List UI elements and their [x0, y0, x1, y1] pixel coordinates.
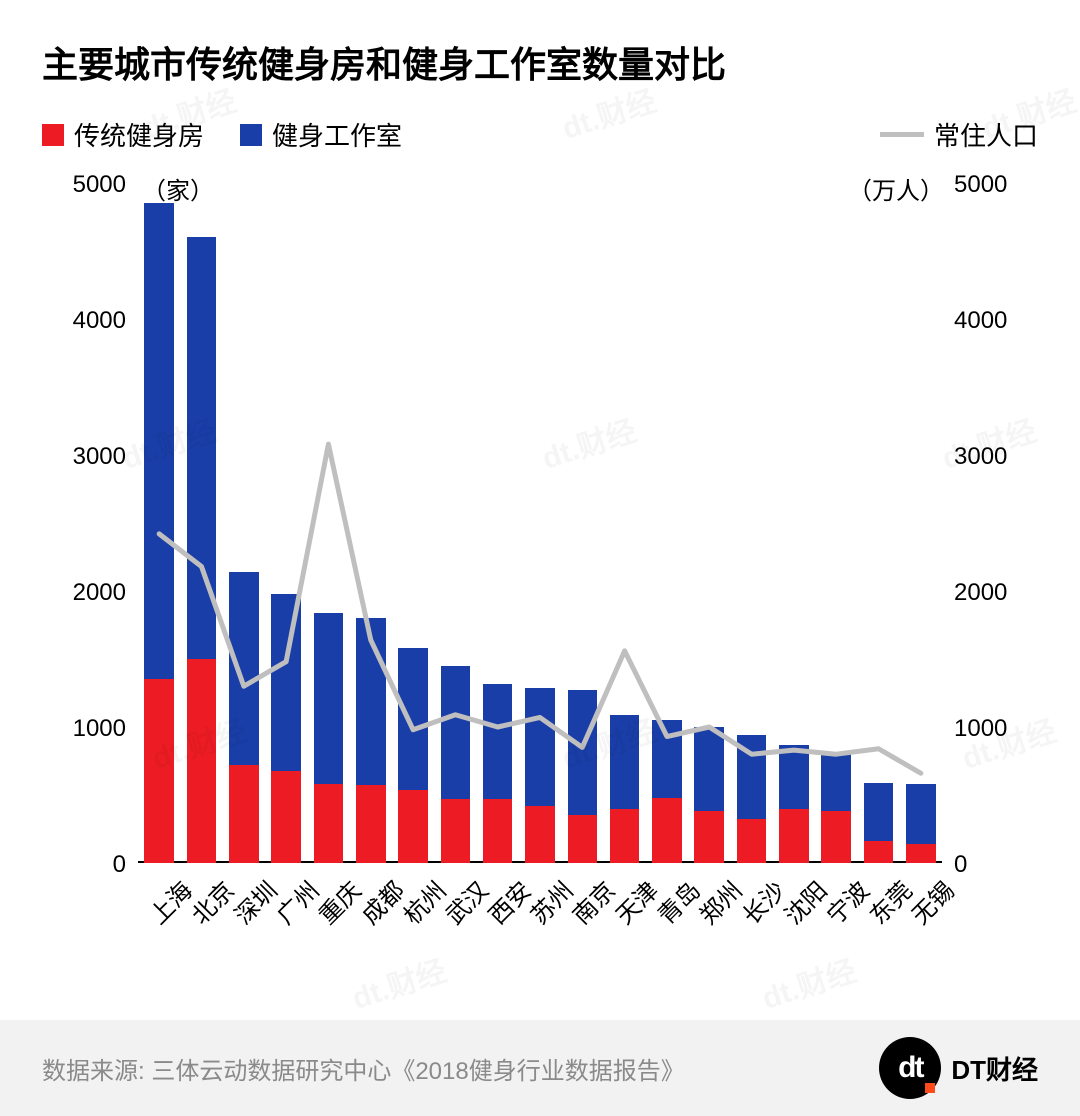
bar-segment-series1: [483, 799, 513, 863]
bar-segment-series2: [356, 618, 386, 785]
brand: dt DT财经: [879, 1037, 1038, 1099]
bar-segment-series1: [568, 815, 598, 863]
bar-segment-series1: [864, 841, 894, 863]
bar-segment-series1: [187, 659, 217, 863]
bar-segment-series1: [441, 799, 471, 863]
bar-segment-series2: [864, 783, 894, 841]
legend-label-series1: 传统健身房: [74, 116, 204, 153]
bar-group: [187, 183, 217, 863]
watermark: dt.财经: [346, 946, 452, 1018]
legend-item-series1: 传统健身房: [42, 116, 204, 153]
bar-group: [864, 183, 894, 863]
bar-group: [271, 183, 301, 863]
legend-line-swatch: [880, 132, 924, 137]
y-right-tick: 4000: [954, 307, 1034, 335]
bar-segment-series1: [229, 765, 259, 863]
bar-group: [398, 183, 428, 863]
bar-segment-series1: [398, 790, 428, 863]
brand-label: DT财经: [951, 1050, 1038, 1087]
bar-group: [229, 183, 259, 863]
y-right-tick: 1000: [954, 715, 1034, 743]
bar-segment-series2: [821, 752, 851, 812]
bar-segment-series1: [356, 785, 386, 863]
legend-label-line: 常住人口: [934, 116, 1038, 153]
bar-group: [525, 183, 555, 863]
brand-badge-text: dt: [898, 1051, 922, 1085]
bar-segment-series2: [568, 690, 598, 815]
bar-group: [314, 183, 344, 863]
y-right-tick: 2000: [954, 579, 1034, 607]
y-right-axis: 010002000300040005000: [954, 183, 1050, 863]
x-axis-label: 无锡: [902, 872, 961, 931]
plot-area: [138, 183, 942, 863]
bar-segment-series1: [314, 784, 344, 863]
bar-segment-series2: [694, 727, 724, 811]
bar-group: [144, 183, 174, 863]
legend-item-series2: 健身工作室: [240, 116, 402, 153]
bar-segment-series1: [610, 809, 640, 863]
chart-container: 主要城市传统健身房和健身工作室数量对比 传统健身房 健身工作室 常住人口 （家）…: [0, 0, 1080, 943]
y-right-tick: 3000: [954, 443, 1034, 471]
bar-segment-series1: [779, 809, 809, 863]
bar-segment-series2: [779, 745, 809, 809]
bar-segment-series1: [821, 811, 851, 863]
y-right-tick: 5000: [954, 171, 1034, 199]
bar-segment-series2: [525, 688, 555, 806]
bar-segment-series2: [610, 715, 640, 809]
y-right-tick: 0: [954, 851, 1034, 879]
chart-title: 主要城市传统健身房和健身工作室数量对比: [42, 36, 1038, 88]
bar-group: [906, 183, 936, 863]
bar-segment-series2: [737, 735, 767, 819]
bar-group: [610, 183, 640, 863]
bar-group: [568, 183, 598, 863]
bar-segment-series2: [314, 613, 344, 784]
legend: 传统健身房 健身工作室 常住人口: [42, 116, 1038, 153]
bar-segment-series2: [398, 648, 428, 789]
x-axis-labels: 上海北京深圳广州重庆成都杭州武汉西安苏州南京天津青岛郑州长沙沈阳宁波东莞无锡: [138, 871, 942, 951]
bar-segment-series1: [271, 771, 301, 863]
bar-group: [483, 183, 513, 863]
bar-group: [821, 183, 851, 863]
bar-segment-series2: [906, 784, 936, 844]
bar-segment-series2: [652, 720, 682, 798]
bar-group: [779, 183, 809, 863]
y-left-tick: 1000: [46, 715, 126, 743]
bar-segment-series1: [906, 844, 936, 863]
bar-segment-series2: [271, 594, 301, 771]
bar-group: [737, 183, 767, 863]
legend-label-series2: 健身工作室: [272, 116, 402, 153]
bar-segment-series1: [525, 806, 555, 863]
bar-segment-series1: [144, 679, 174, 863]
y-left-tick: 2000: [46, 579, 126, 607]
watermark: dt.财经: [756, 946, 862, 1018]
y-left-axis: 010002000300040005000: [42, 183, 138, 863]
footer-bar: 数据来源: 三体云动数据研究中心《2018健身行业数据报告》 dt DT财经: [0, 1020, 1080, 1116]
bar-segment-series2: [483, 684, 513, 800]
chart-area: （家） （万人） 010002000300040005000 010002000…: [42, 173, 1038, 943]
bar-segment-series2: [229, 572, 259, 765]
bar-segment-series1: [737, 819, 767, 863]
brand-badge-icon: dt: [879, 1037, 941, 1099]
bar-segment-series1: [652, 798, 682, 863]
data-source: 数据来源: 三体云动数据研究中心《2018健身行业数据报告》: [42, 1051, 685, 1086]
bar-group: [694, 183, 724, 863]
y-left-tick: 5000: [46, 171, 126, 199]
bar-segment-series2: [144, 203, 174, 679]
bar-segment-series1: [694, 811, 724, 863]
legend-item-line: 常住人口: [880, 116, 1038, 153]
bar-segment-series2: [441, 666, 471, 799]
y-left-tick: 3000: [46, 443, 126, 471]
y-left-tick: 4000: [46, 307, 126, 335]
legend-swatch-series1: [42, 124, 64, 146]
bar-group: [356, 183, 386, 863]
bar-segment-series2: [187, 237, 217, 659]
bar-group: [652, 183, 682, 863]
bar-group: [441, 183, 471, 863]
y-left-tick: 0: [46, 851, 126, 879]
legend-swatch-series2: [240, 124, 262, 146]
